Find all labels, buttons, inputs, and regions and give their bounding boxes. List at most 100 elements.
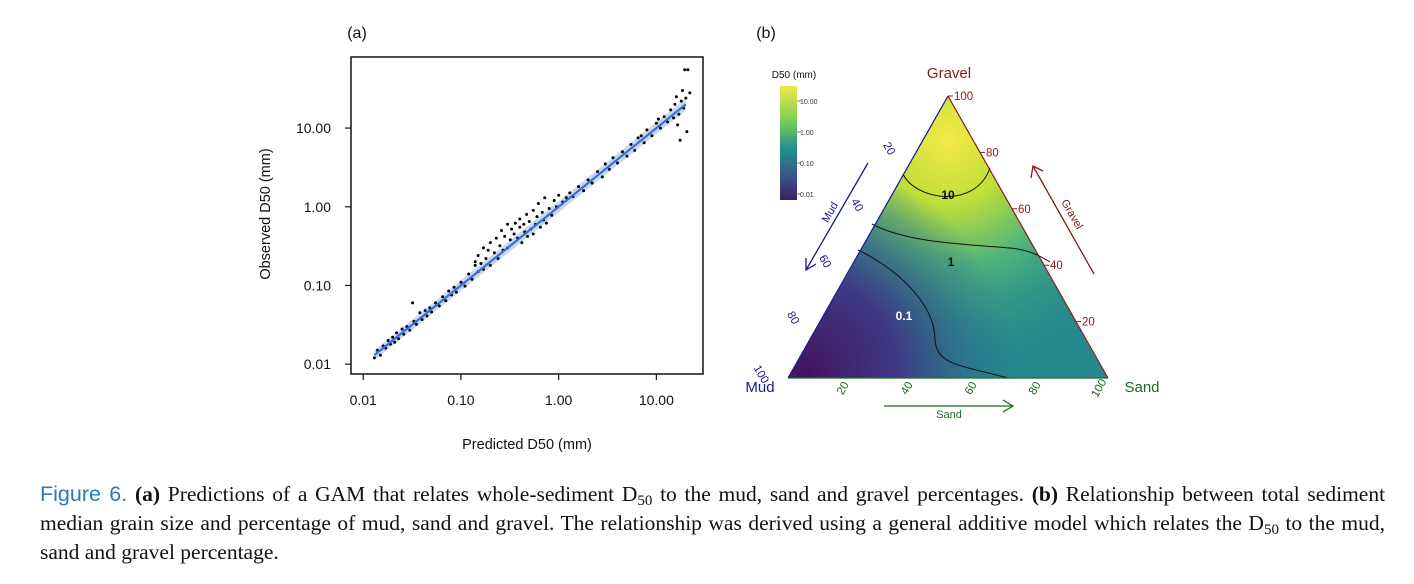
data-point xyxy=(680,89,684,93)
mud-axis-title: Mud xyxy=(745,379,774,396)
data-point xyxy=(411,301,415,305)
data-point xyxy=(673,102,677,106)
ternary-edge-gravel xyxy=(947,95,1109,379)
data-point xyxy=(611,156,615,160)
data-point xyxy=(654,121,658,125)
gravel-tick-label: 80 xyxy=(986,147,999,159)
legend-label: 10.00 xyxy=(800,99,818,106)
data-point xyxy=(434,301,438,305)
gravel-tick-label: 100 xyxy=(954,91,973,103)
data-point xyxy=(636,136,640,140)
scatter-plot: 0.01 0.10 1.00 10.00 0.01 0.10 1.00 10.00 xyxy=(296,56,704,408)
data-point xyxy=(425,314,429,318)
gravel-arrow-label: Gravel xyxy=(1058,197,1085,231)
data-point xyxy=(557,193,561,197)
data-point xyxy=(522,222,526,226)
mud-tick-label: 80 xyxy=(784,310,801,327)
x-tick-label: 10.00 xyxy=(639,392,674,408)
data-point xyxy=(674,95,678,99)
data-point xyxy=(503,234,507,238)
data-point xyxy=(499,228,503,232)
data-point xyxy=(684,96,688,100)
data-point xyxy=(678,138,682,142)
ternary-heatmap xyxy=(788,96,1108,378)
data-point xyxy=(512,232,516,236)
data-point xyxy=(527,219,531,223)
data-point xyxy=(430,310,434,314)
data-point xyxy=(677,112,681,116)
gravel-axis-title: Gravel xyxy=(927,65,971,82)
contour-label: 1 xyxy=(948,255,955,269)
data-point xyxy=(658,126,662,130)
data-point xyxy=(414,322,418,326)
contour-label: 0.1 xyxy=(896,309,913,323)
plot-frame xyxy=(350,56,704,375)
figure-caption: Figure 6. (a) Predictions of a GAM that … xyxy=(40,480,1385,567)
data-point xyxy=(650,134,654,138)
caption-subscript: 50 xyxy=(1263,522,1279,538)
data-point xyxy=(452,285,456,289)
data-point xyxy=(656,117,660,121)
x-tick-label: 1.00 xyxy=(545,392,572,408)
data-point xyxy=(531,232,535,236)
data-point xyxy=(498,244,502,248)
data-point xyxy=(596,170,600,174)
mud-tick-label: 60 xyxy=(816,253,833,270)
y-axis-label: Observed D50 (mm) xyxy=(258,148,274,279)
data-point xyxy=(615,161,619,165)
data-point xyxy=(494,236,498,240)
mud-tick-label: 40 xyxy=(848,197,865,214)
data-point xyxy=(510,227,514,231)
data-point xyxy=(386,338,390,342)
data-point xyxy=(600,175,604,179)
gravel-direction-arrow xyxy=(1030,165,1095,275)
data-point xyxy=(372,356,376,360)
sand-arrow-label: Sand xyxy=(936,409,962,421)
x-axis-label: Predicted D50 (mm) xyxy=(462,437,592,453)
data-point xyxy=(518,217,522,221)
mud-direction-arrow xyxy=(805,162,869,272)
data-point xyxy=(397,337,401,341)
sand-axis-title: Sand xyxy=(1124,379,1159,396)
legend-label: 0.01 xyxy=(800,192,814,199)
panel-a-label: (a) xyxy=(347,25,367,42)
sand-direction-arrow xyxy=(884,399,1015,413)
data-point xyxy=(672,116,676,120)
data-point xyxy=(526,234,530,238)
data-point xyxy=(408,328,412,332)
data-point xyxy=(625,154,629,158)
data-point xyxy=(639,134,643,138)
caption-subscript: 50 xyxy=(637,493,653,509)
data-point xyxy=(540,210,544,214)
data-point xyxy=(535,215,539,219)
sand-tick-label: 40 xyxy=(899,380,916,397)
data-point xyxy=(479,262,483,266)
data-point xyxy=(642,141,646,145)
data-point xyxy=(506,222,510,226)
data-point xyxy=(492,251,496,255)
caption-text: to the mud, sand and gravel percentage. xyxy=(40,511,1385,564)
data-point xyxy=(454,290,458,294)
data-point xyxy=(496,257,500,261)
data-point xyxy=(418,311,422,315)
sand-tick-label: 100 xyxy=(1089,377,1109,400)
ternary-edge-mud xyxy=(787,95,949,379)
data-point xyxy=(531,208,535,212)
sand-tick-label: 80 xyxy=(1027,380,1044,397)
data-point xyxy=(486,248,490,252)
data-point xyxy=(444,299,448,303)
data-point xyxy=(543,196,547,200)
data-point xyxy=(538,225,542,229)
data-point xyxy=(544,221,548,225)
data-point xyxy=(518,225,522,229)
gravel-tick-label: 40 xyxy=(1050,260,1063,272)
data-point xyxy=(459,280,463,284)
gravel-tick-label: 20 xyxy=(1082,317,1095,329)
data-point xyxy=(463,284,467,288)
data-point xyxy=(547,207,551,211)
gravel-tick-label: 60 xyxy=(1018,204,1031,216)
data-point xyxy=(676,123,680,127)
data-point xyxy=(473,263,477,267)
caption-part-a-marker: (a) xyxy=(134,482,161,506)
